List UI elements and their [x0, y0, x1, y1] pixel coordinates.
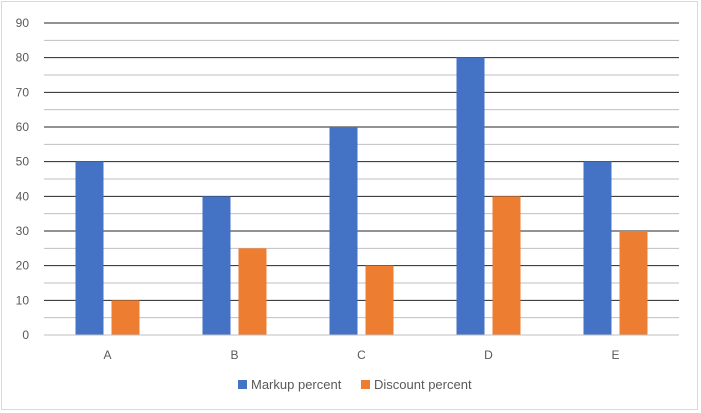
y-tick-label: 20: [16, 259, 30, 273]
bar-E-discount: [619, 231, 648, 335]
bar-C-discount: [365, 265, 394, 335]
legend: Markup percent Discount percent: [238, 377, 472, 392]
y-tick-label: 60: [16, 120, 30, 134]
bar-B-markup: [202, 196, 231, 335]
y-tick-label: 80: [16, 51, 30, 65]
bar-A-markup: [75, 161, 104, 335]
y-tick-label: 50: [16, 155, 30, 169]
x-tick-label-B: B: [230, 348, 238, 362]
legend-swatch-markup: [238, 380, 247, 389]
y-tick-label: 70: [16, 85, 30, 99]
bar-B-discount: [238, 248, 267, 335]
x-tick-label-E: E: [611, 348, 619, 362]
y-tick-label: 10: [16, 293, 30, 307]
bars: [75, 57, 648, 336]
bar-D-discount: [492, 196, 521, 335]
y-tick-label: 30: [16, 224, 30, 238]
x-tick-label-C: C: [357, 348, 366, 362]
bar-D-markup: [456, 57, 485, 336]
y-axis-tick-labels: 0 10 20 30 40 50 60 70 80 90: [16, 16, 30, 342]
y-tick-label: 90: [16, 16, 30, 30]
bar-A-discount: [111, 300, 140, 335]
bar-E-markup: [583, 161, 612, 335]
x-tick-label-A: A: [103, 348, 111, 362]
x-tick-label-D: D: [484, 348, 493, 362]
y-tick-label: 0: [22, 328, 29, 342]
x-axis-tick-labels: A B C D E: [103, 348, 619, 362]
legend-label-discount: Discount percent: [374, 377, 472, 392]
gridlines: [44, 22, 679, 319]
legend-swatch-discount: [361, 380, 370, 389]
bar-C-markup: [329, 127, 358, 335]
y-tick-label: 40: [16, 189, 30, 203]
legend-label-markup: Markup percent: [251, 377, 342, 392]
